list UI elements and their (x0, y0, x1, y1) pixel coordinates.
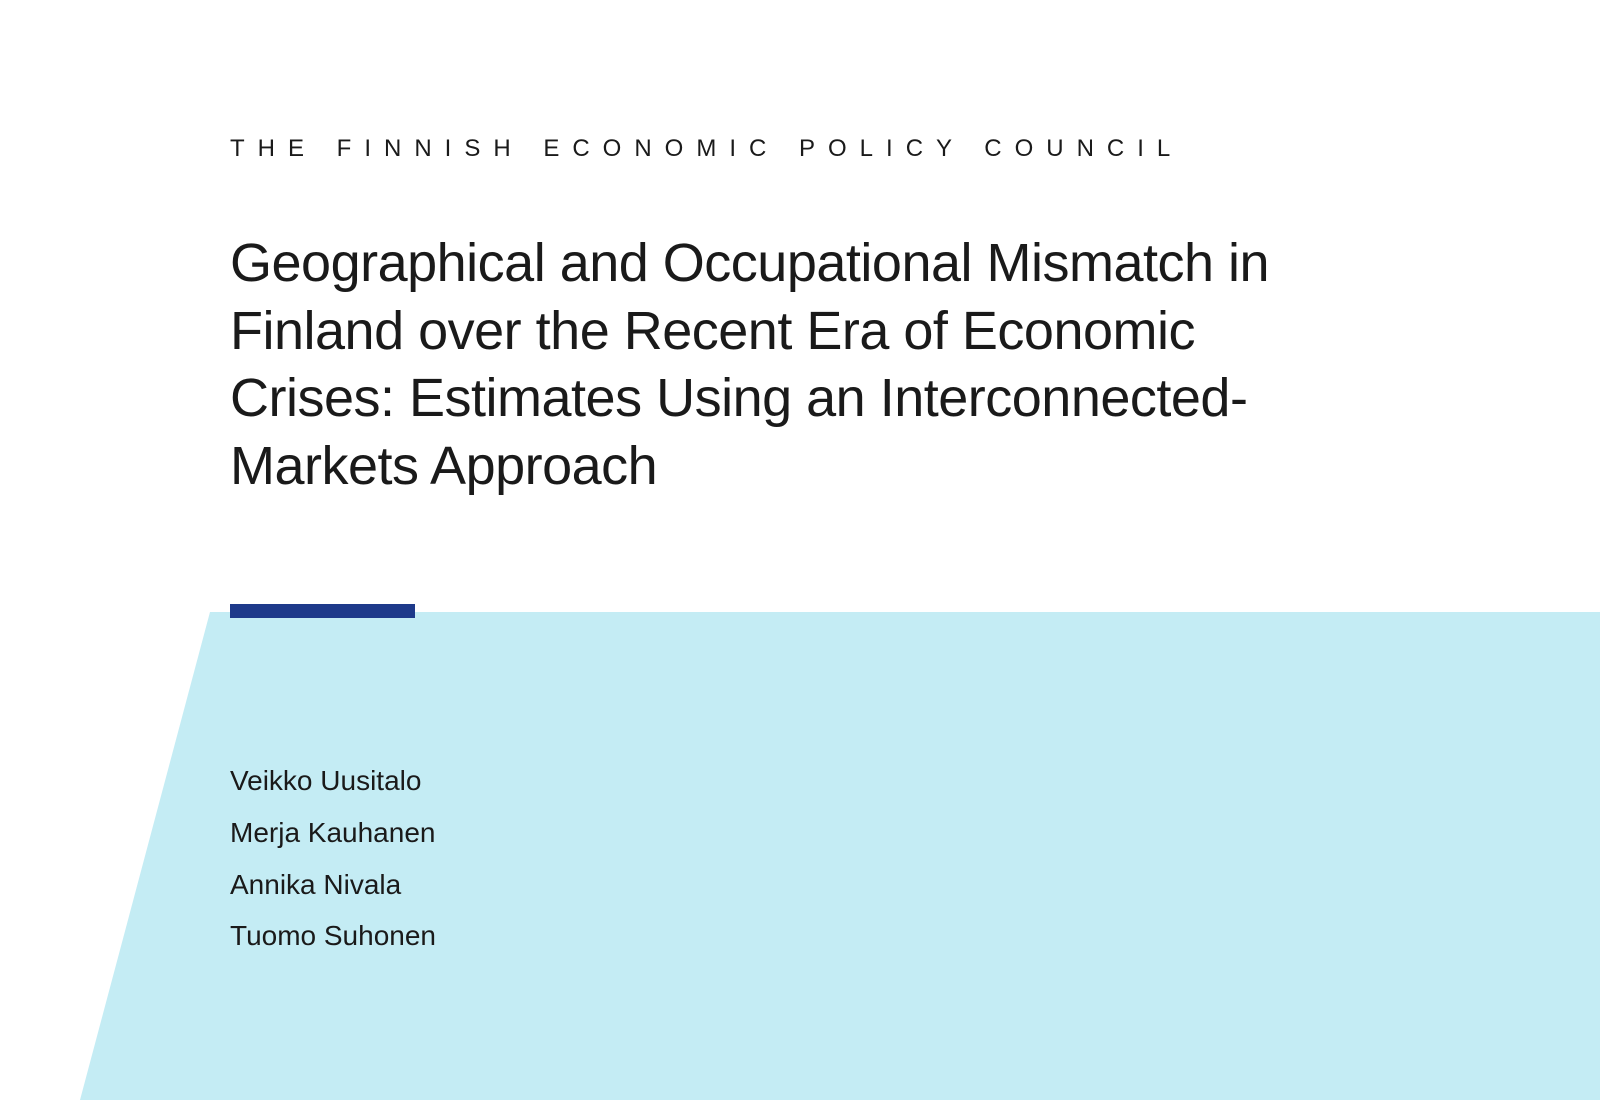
document-page: THE FINNISH ECONOMIC POLICY COUNCIL Geog… (0, 0, 1600, 1100)
author-name: Veikko Uusitalo (230, 755, 436, 807)
author-name: Annika Nivala (230, 859, 436, 911)
paper-title: Geographical and Occupational Mismatch i… (230, 230, 1350, 500)
author-name: Tuomo Suhonen (230, 910, 436, 962)
title-underline (230, 604, 415, 618)
author-name: Merja Kauhanen (230, 807, 436, 859)
organization-name: THE FINNISH ECONOMIC POLICY COUNCIL (230, 135, 1183, 163)
author-list: Veikko Uusitalo Merja Kauhanen Annika Ni… (230, 755, 436, 962)
